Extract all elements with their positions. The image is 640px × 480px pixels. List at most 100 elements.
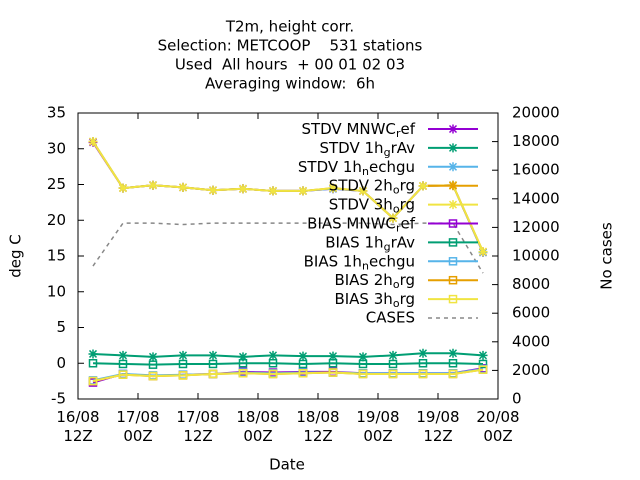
legend-marker: [448, 124, 458, 134]
y2-tick-label: 18000: [512, 132, 560, 150]
data-point: [478, 359, 488, 369]
data-point: [358, 359, 368, 369]
data-point: [388, 213, 398, 223]
data-point: [88, 349, 98, 359]
data-point: [268, 359, 278, 368]
series-line: [92, 362, 484, 366]
x-tick-label: 19/08 12Z: [416, 408, 460, 445]
data-point: [328, 351, 338, 361]
legend-label: STDV 3h_org: [329, 195, 415, 216]
legend-label: BIAS 3h_org: [334, 290, 415, 311]
legend-marker: [448, 275, 458, 285]
data-point: [448, 359, 458, 368]
legend-label: STDV 1h_grAv: [319, 138, 415, 159]
y2-axis-label: No cases: [598, 222, 616, 290]
y2-tick-label: 2000: [512, 361, 550, 379]
data-point: [88, 359, 98, 368]
data-point: [118, 370, 128, 379]
series-line: [92, 141, 484, 253]
y2-tick-label: 14000: [512, 189, 560, 207]
legend-marker: [448, 219, 458, 228]
data-point: [358, 352, 368, 362]
data-point: [298, 186, 308, 196]
y2-tick-label: 20000: [512, 104, 560, 122]
data-point: [118, 359, 128, 369]
data-point: [298, 351, 308, 361]
data-point: [418, 181, 428, 191]
data-point: [418, 369, 428, 379]
legend-marker: [448, 257, 458, 266]
data-point: [148, 352, 158, 362]
title-line: Used All hours + 00 01 02 03: [175, 56, 405, 74]
series-line: [92, 368, 484, 383]
y-axis-label: deg C: [7, 234, 25, 278]
data-point: [478, 350, 488, 360]
legend-label: BIAS 1h_grAv: [325, 233, 415, 254]
data-point: [178, 371, 188, 380]
y-tick-label: 10: [47, 282, 66, 300]
legend-label: BIAS MNWC_ref: [307, 214, 416, 235]
y-tick-label: 0: [56, 354, 66, 372]
data-point: [268, 369, 278, 379]
data-point: [238, 352, 248, 362]
x-axis-label: Date: [269, 456, 305, 474]
title-line: Selection: METCOOP 531 stations: [158, 37, 423, 55]
data-point: [358, 369, 368, 379]
y2-tick-label: 8000: [512, 275, 550, 293]
series-line: [92, 141, 484, 253]
data-point: [148, 371, 158, 381]
data-point: [208, 369, 218, 379]
legend-marker: [448, 181, 458, 191]
data-point: [208, 185, 218, 195]
legend-label: STDV 2h_org: [329, 176, 415, 197]
y-tick-label: 35: [47, 104, 66, 122]
legend-marker: [448, 294, 458, 304]
data-point: [478, 365, 488, 374]
x-tick-label: 18/08 00Z: [236, 408, 280, 445]
legend-marker: [448, 200, 458, 210]
legend-label: STDV MNWC_ref: [301, 120, 415, 141]
data-point: [268, 350, 278, 360]
data-point: [388, 359, 398, 369]
x-tick-label: 17/08 12Z: [176, 408, 220, 445]
y-tick-label: 5: [56, 318, 66, 336]
x-tick-label: 16/08 12Z: [56, 408, 100, 445]
data-point: [118, 183, 128, 193]
data-point: [358, 186, 368, 196]
series-line: [92, 141, 484, 253]
data-point: [328, 183, 338, 193]
series-line: [92, 141, 484, 253]
legend-label: CASES: [366, 309, 415, 327]
data-point: [388, 350, 398, 360]
y2-tick-label: 16000: [512, 161, 560, 179]
series-line: [92, 222, 484, 274]
y-tick-label: 15: [47, 247, 66, 265]
data-point: [268, 186, 278, 196]
y-tick-label: -5: [51, 390, 66, 408]
title-line: T2m, height corr.: [225, 18, 354, 36]
data-point: [238, 359, 248, 368]
data-point: [178, 359, 188, 369]
y-tick-label: 30: [47, 139, 66, 157]
data-point: [388, 369, 398, 379]
y2-tick-label: 0: [512, 390, 522, 408]
data-point: [418, 359, 428, 368]
legend-label: BIAS 2h_org: [334, 271, 415, 292]
legend-marker: [448, 238, 458, 247]
y-tick-label: 20: [47, 211, 66, 229]
series-line: [92, 352, 484, 358]
data-point: [208, 359, 218, 369]
y-tick-label: 25: [47, 175, 66, 193]
data-point: [238, 369, 248, 378]
data-point: [88, 137, 98, 147]
data-point: [238, 184, 248, 194]
data-point: [418, 348, 428, 358]
y2-tick-label: 4000: [512, 332, 550, 350]
x-tick-label: 19/08 00Z: [356, 408, 400, 445]
legend-marker: [448, 162, 458, 172]
title-line: Averaging window: 6h: [205, 75, 375, 93]
data-point: [328, 359, 338, 368]
data-point: [148, 180, 158, 190]
